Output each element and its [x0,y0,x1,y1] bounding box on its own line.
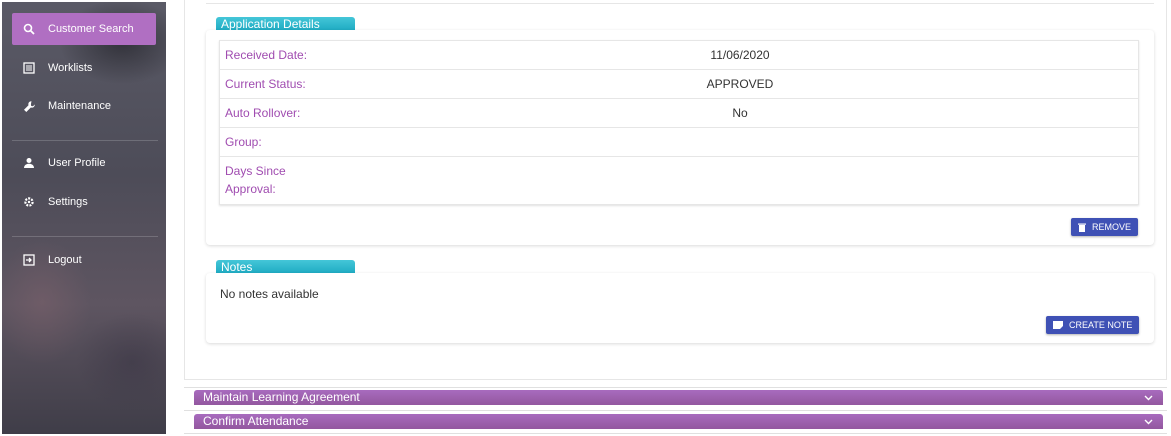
table-row: Auto Rollover: No [220,99,1138,128]
sidebar-item-label: Settings [48,196,88,208]
create-note-button-label: CREATE NOTE [1069,320,1133,330]
search-icon [22,22,36,36]
received-date-value: 11/06/2020 [710,48,770,62]
accordion-maintain-learning-agreement[interactable]: Maintain Learning Agreement [194,390,1163,405]
sidebar-item-logout[interactable]: Logout [12,244,156,276]
chevron-down-icon [1144,390,1153,405]
application-details-card: Received Date: 11/06/2020 Current Status… [206,30,1154,245]
remove-button[interactable]: REMOVE [1071,218,1139,236]
current-status-label: Current Status: [225,77,306,91]
application-details-title: Application Details [216,17,355,32]
sidebar-item-label: Maintenance [48,100,111,112]
remove-button-label: REMOVE [1092,222,1132,232]
sidebar-item-label: Logout [48,254,82,266]
sidebar-item-label: User Profile [48,157,106,169]
create-note-button[interactable]: CREATE NOTE [1046,316,1140,334]
accordion-label: Maintain Learning Agreement [203,390,360,404]
table-row: Current Status: APPROVED [220,70,1138,99]
notes-card: No notes available CREATE NOTE [206,273,1154,343]
sidebar-item-customer-search[interactable]: Customer Search [12,13,156,45]
group-value [600,128,880,156]
days-since-approval-label: Days Since Approval: [225,164,286,196]
accordion-confirm-attendance[interactable]: Confirm Attendance [194,414,1163,429]
divider [12,236,158,237]
divider [12,140,158,141]
trash-icon [1078,223,1086,232]
table-row: Group: [220,128,1138,157]
sidebar-item-worklists[interactable]: Worklists [12,52,156,84]
divider [184,433,1167,434]
main-content: Application Details Received Date: 11/06… [184,0,1167,380]
sidebar-item-label: Customer Search [48,23,134,35]
divider [184,410,1167,411]
table-row: Days Since Approval: [220,157,1138,204]
gear-icon [22,195,36,209]
no-notes-text: No notes available [220,287,319,301]
days-since-approval-value [600,157,880,204]
accordion-label: Confirm Attendance [203,414,309,428]
auto-rollover-value: No [732,106,748,120]
group-label: Group: [225,135,262,149]
sidebar-item-maintenance[interactable]: Maintenance [12,90,156,122]
sidebar-item-label: Worklists [48,62,93,74]
person-icon [22,156,36,170]
chevron-down-icon [1144,414,1153,429]
application-details-table: Received Date: 11/06/2020 Current Status… [219,40,1139,205]
notes-title: Notes [216,260,355,275]
received-date-label: Received Date: [225,48,308,62]
auto-rollover-label: Auto Rollover: [225,106,301,120]
table-row: Received Date: 11/06/2020 [220,41,1138,70]
sidebar-item-user-profile[interactable]: User Profile [12,147,156,179]
logout-icon [22,253,36,267]
sidebar: Customer Search Worklists Maintenance Us… [2,2,166,434]
note-icon [1053,321,1063,329]
wrench-icon [22,99,36,113]
current-status-value: APPROVED [706,77,774,91]
list-icon [22,61,36,75]
divider [184,387,1167,388]
top-border [206,0,1154,4]
sidebar-item-settings[interactable]: Settings [12,186,156,218]
